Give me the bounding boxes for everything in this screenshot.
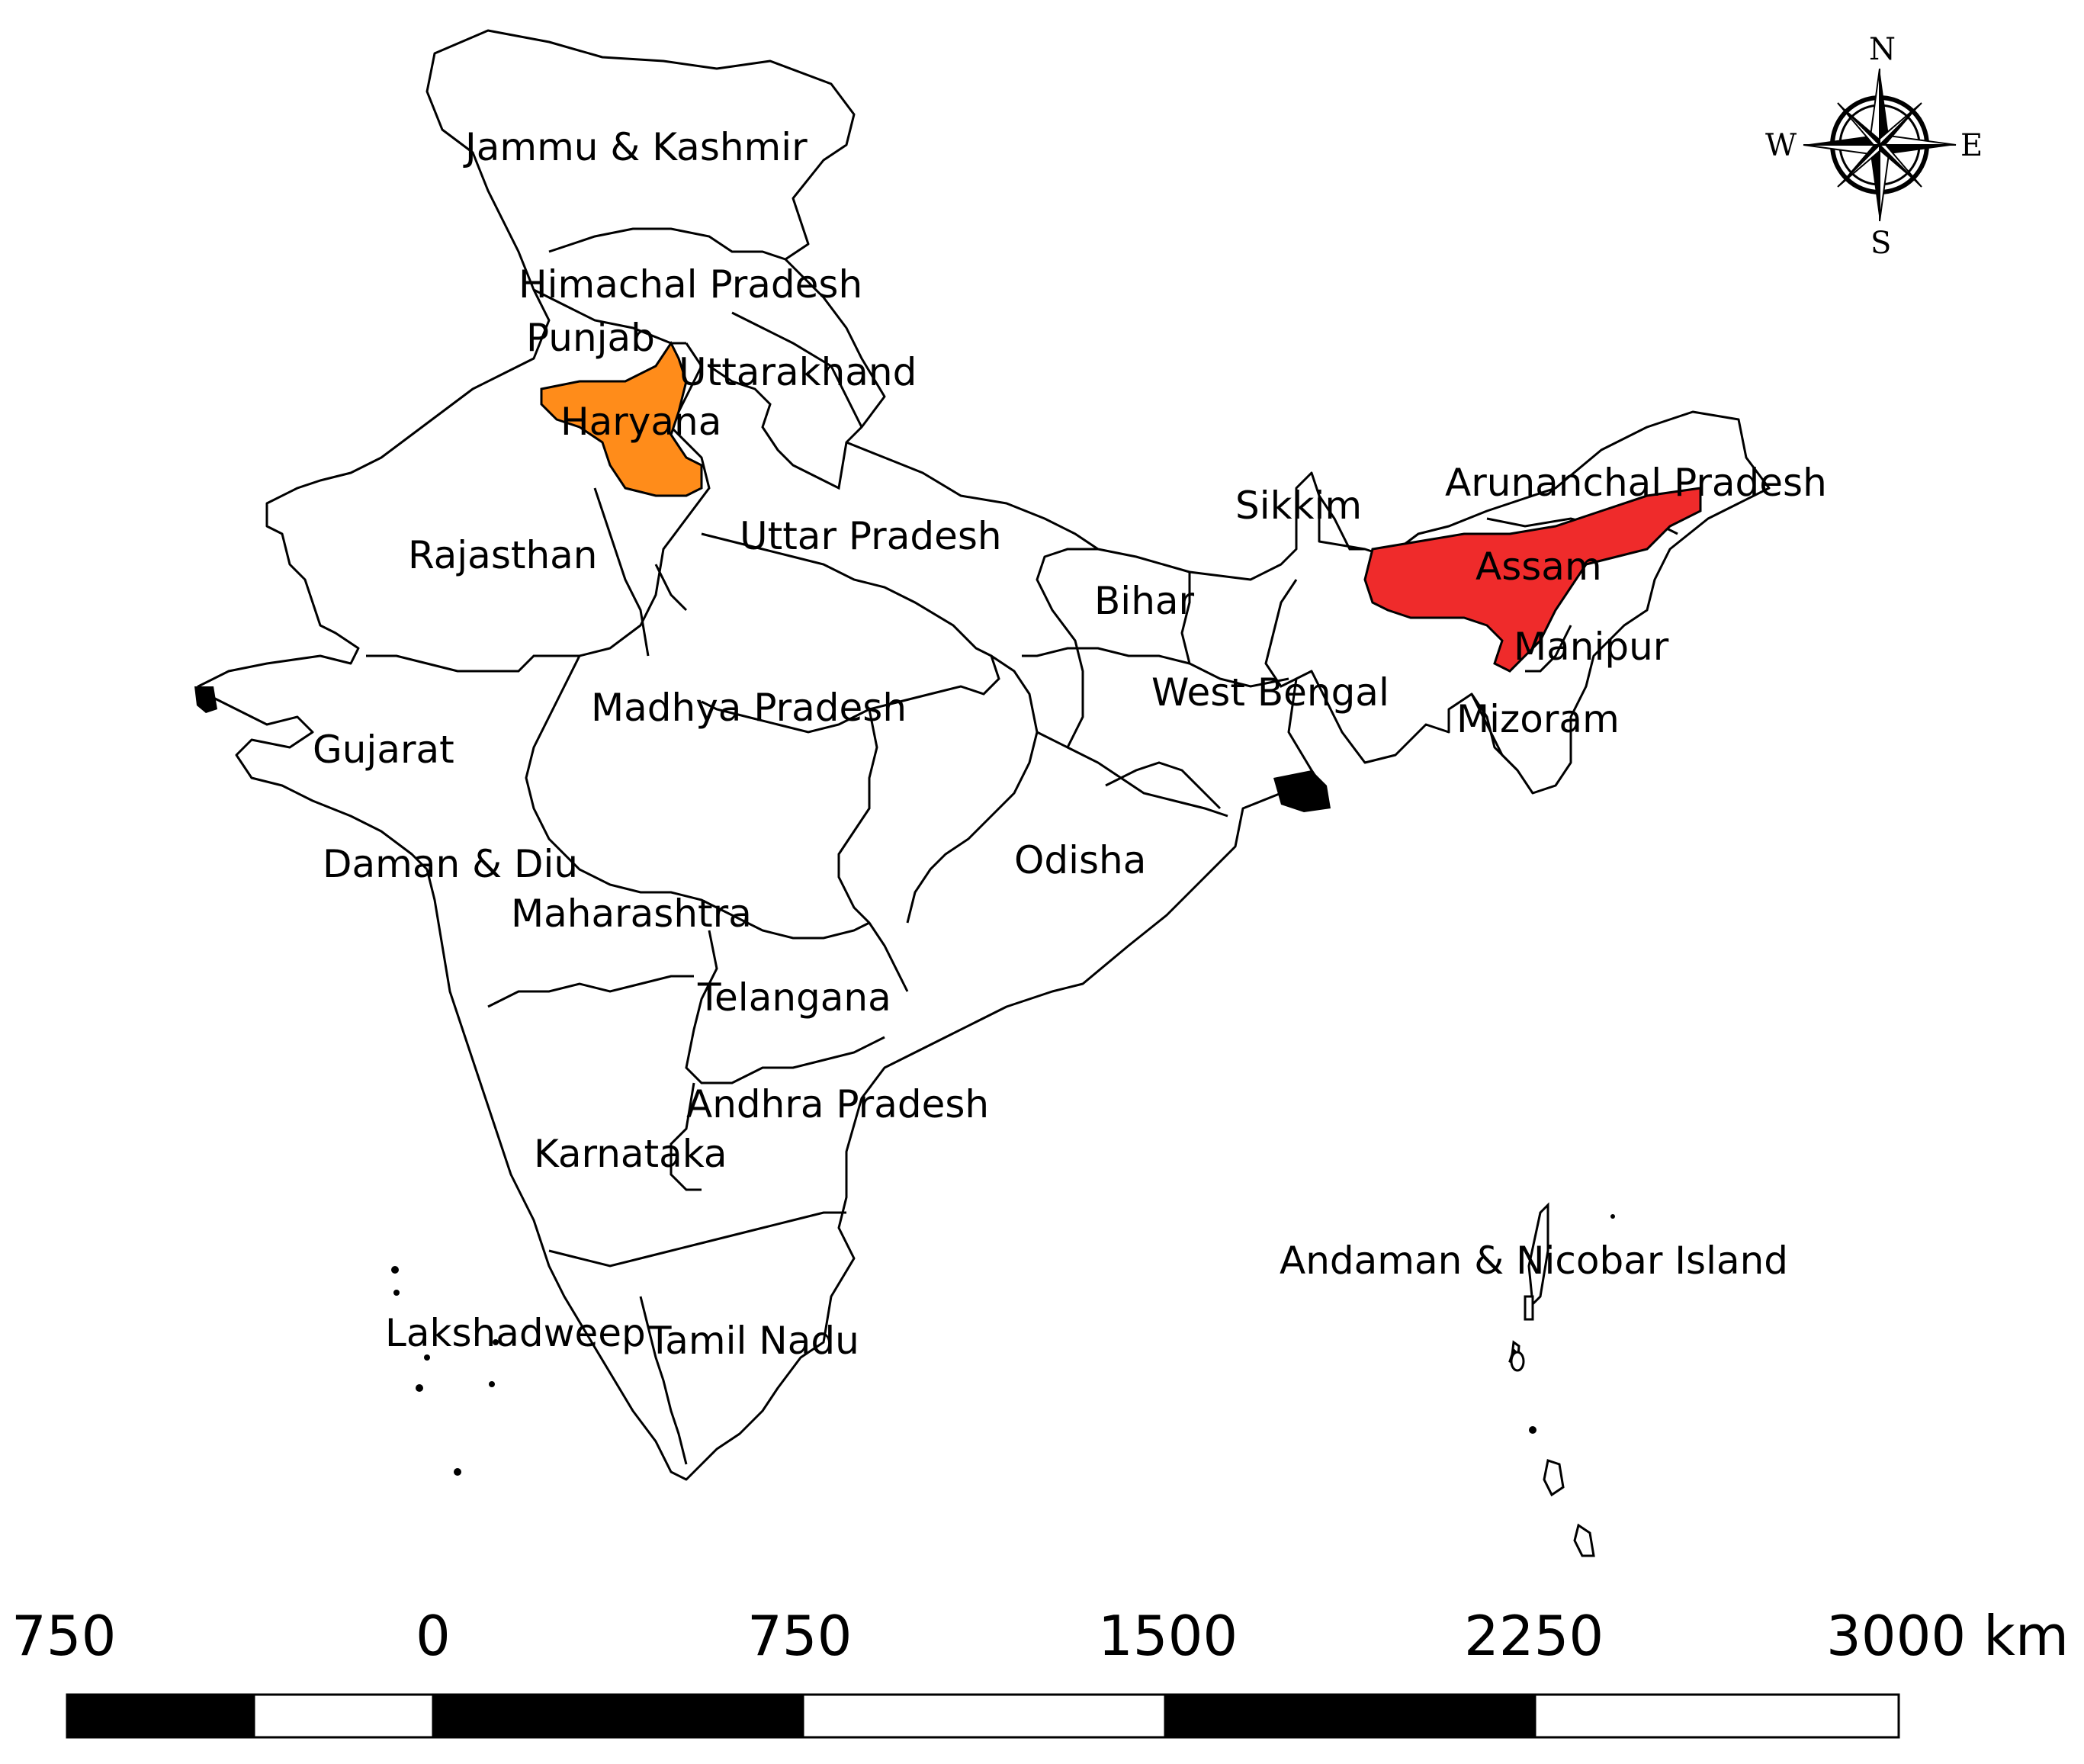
scale-tick-3000-km: 3000 km (1826, 1604, 2069, 1668)
compass-east-letter: E (1960, 128, 1983, 163)
label-andhra-pradesh: Andhra Pradesh (686, 1082, 989, 1126)
compass-rose: N S E W (1765, 32, 1983, 261)
gujarat-coast-blotch (194, 686, 217, 713)
label-uttar-pradesh: Uttar Pradesh (740, 514, 1002, 558)
label-odisha: Odisha (1014, 838, 1146, 882)
label-lakshadweep: Lakshadweep (385, 1311, 646, 1355)
label-tamil-nadu: Tamil Nadu (647, 1319, 859, 1363)
scale-tick-0: 0 (416, 1604, 451, 1668)
assam-region (1363, 487, 1702, 673)
label-madhya-pradesh: Madhya Pradesh (591, 686, 907, 730)
scale-tick-2250: 2250 (1464, 1604, 1604, 1668)
scale-tick-750: 750 (747, 1604, 852, 1668)
label-gujarat: Gujarat (313, 728, 454, 772)
label-west-bengal: West Bengal (1151, 670, 1389, 715)
label-haryana: Haryana (560, 400, 721, 444)
sundarbans-blotch (1273, 770, 1331, 812)
label-telangana: Telangana (697, 975, 891, 1020)
compass-north-letter: N (1869, 32, 1896, 67)
label-andaman-nicobar: Andaman & Nicobar Island (1280, 1239, 1788, 1283)
label-jammu-kashmir: Jammu & Kashmir (463, 125, 808, 169)
label-rajasthan: Rajasthan (408, 533, 598, 577)
compass-south-letter: S (1870, 226, 1891, 261)
compass-west-letter: W (1765, 128, 1797, 163)
label-bihar: Bihar (1094, 579, 1195, 623)
scale-tick-1500: 1500 (1098, 1604, 1238, 1668)
haryana-region (540, 341, 703, 497)
state-labels: Jammu & Kashmir Himachal Pradesh Punjab … (313, 125, 1827, 1363)
label-manipur: Manipur (1514, 625, 1669, 669)
label-uttarakhand: Uttarakhand (679, 350, 917, 394)
label-karnataka: Karnataka (534, 1132, 727, 1176)
lakshadweep-islands (391, 1266, 499, 1476)
label-arunachal-pradesh: Arunanchal Pradesh (1445, 461, 1827, 505)
scale-bar: 750 0 750 1500 2250 3000 km (11, 1604, 2069, 1739)
label-assam: Assam (1475, 545, 1602, 589)
label-himachal-pradesh: Himachal Pradesh (519, 262, 862, 307)
label-maharashtra: Maharashtra (511, 892, 752, 936)
label-mizoram: Mizoram (1456, 697, 1620, 741)
label-sikkim: Sikkim (1235, 484, 1362, 528)
andaman-nicobar-islands (1508, 1202, 1615, 1557)
scale-tick-750-left: 750 (11, 1604, 116, 1668)
label-punjab: Punjab (526, 316, 655, 360)
label-daman-diu: Daman & Diu (323, 842, 578, 886)
